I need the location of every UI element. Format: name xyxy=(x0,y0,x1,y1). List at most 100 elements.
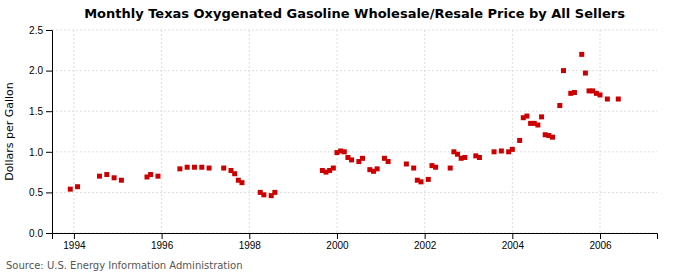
grid-line-x xyxy=(73,30,74,233)
point xyxy=(539,114,544,119)
y-tick-label: 1.0 xyxy=(29,147,43,158)
point xyxy=(524,114,529,119)
point xyxy=(572,90,577,95)
point xyxy=(239,180,244,185)
point xyxy=(192,165,197,170)
point xyxy=(419,179,424,184)
point xyxy=(375,166,380,171)
point xyxy=(433,165,438,170)
grid-line-x xyxy=(336,30,337,233)
title: Monthly Texas Oxygenated Gasoline Wholes… xyxy=(84,6,625,21)
x-tick-label: 2006 xyxy=(589,240,612,251)
chart-root: 1994 1996 1998 2000 2002 2004 2006 0.0 0.5 1.0 1.5… xyxy=(0,0,675,275)
y-axis: 0.0 0.5 1.0 1.5 2.0 2.5 xyxy=(29,25,52,239)
y-tick: 1.5 xyxy=(29,106,52,117)
y-tick: 2.0 xyxy=(29,65,52,76)
point xyxy=(598,92,603,97)
grid-line-x xyxy=(161,30,162,233)
y-tick-mark xyxy=(46,192,52,193)
point xyxy=(177,166,182,171)
grid-line-y xyxy=(52,70,657,71)
y-tick-label: 1.5 xyxy=(29,106,43,117)
x-tick-label: 1994 xyxy=(63,240,86,251)
point xyxy=(199,165,204,170)
y-tick-mark xyxy=(46,152,52,153)
y-tick-mark xyxy=(46,233,52,234)
x-axis-line xyxy=(53,234,658,240)
point xyxy=(349,157,354,162)
point xyxy=(331,166,336,171)
x-tick: 1998 xyxy=(239,233,262,251)
point xyxy=(517,138,522,143)
grid xyxy=(52,30,657,233)
x-tick-label: 2002 xyxy=(414,240,437,251)
x-tick: 2004 xyxy=(502,233,525,251)
x-tick: 1994 xyxy=(63,233,86,251)
point xyxy=(579,52,584,57)
y-tick-mark xyxy=(46,71,52,72)
point xyxy=(492,149,497,154)
point xyxy=(112,175,117,180)
y-tick-label: 0.5 xyxy=(29,187,43,198)
x-tick-mark xyxy=(337,233,338,239)
point xyxy=(583,71,588,76)
point xyxy=(411,166,416,171)
y-tick: 0.5 xyxy=(29,187,52,198)
grid-line-y xyxy=(52,111,657,112)
point xyxy=(148,172,153,177)
point xyxy=(404,161,409,166)
x-tick: 2000 xyxy=(326,233,349,251)
point xyxy=(557,103,562,108)
x-tick: 2002 xyxy=(414,233,437,251)
y-tick-label: 2.0 xyxy=(29,65,43,76)
x-tick-mark xyxy=(249,233,250,239)
x-tick: 2006 xyxy=(589,233,612,251)
point xyxy=(207,166,212,171)
point xyxy=(185,165,190,170)
source-note: Source: U.S. Energy Information Administ… xyxy=(6,260,243,271)
y-axis-line xyxy=(46,31,53,234)
x-tick-mark xyxy=(74,233,75,239)
point xyxy=(510,147,515,152)
x-tick-mark xyxy=(512,233,513,239)
point xyxy=(261,192,266,197)
point xyxy=(605,97,610,102)
plot-area: 1994 1996 1998 2000 2002 2004 2006 0.0 0.5 1.0 1.5… xyxy=(29,25,657,251)
point xyxy=(342,149,347,154)
point xyxy=(68,187,73,192)
x-tick-label: 1996 xyxy=(151,240,174,251)
y-tick: 0.0 xyxy=(29,228,52,239)
point xyxy=(448,166,453,171)
point xyxy=(499,148,504,153)
x-tick-label: 2004 xyxy=(502,240,525,251)
x-tick-mark xyxy=(162,233,163,239)
y-tick: 2.5 xyxy=(29,25,52,36)
x-tick-label: 1998 xyxy=(239,240,262,251)
x-tick: 1996 xyxy=(151,233,174,251)
point xyxy=(386,159,391,164)
point xyxy=(232,171,237,176)
grid-line-x xyxy=(600,30,601,233)
x-axis: 1994 1996 1998 2000 2002 2004 2006 xyxy=(53,233,658,251)
y-tick-label: 2.5 xyxy=(29,25,43,36)
point xyxy=(104,172,109,177)
grid-line-x xyxy=(512,30,513,233)
y-tick: 1.0 xyxy=(29,147,52,158)
point xyxy=(426,177,431,182)
x-tick-label: 2000 xyxy=(326,240,349,251)
y-tick-label: 0.0 xyxy=(29,228,43,239)
point xyxy=(155,174,160,179)
x-tick-mark xyxy=(600,233,601,239)
point xyxy=(97,174,102,179)
point xyxy=(477,155,482,160)
y-tick-mark xyxy=(46,111,52,112)
grid-line-y xyxy=(52,151,657,152)
y-tick-mark xyxy=(46,30,52,31)
points xyxy=(68,52,621,198)
grid-line-x xyxy=(249,30,250,233)
point xyxy=(616,97,621,102)
point xyxy=(462,155,467,160)
point xyxy=(272,190,277,195)
point xyxy=(535,123,540,128)
point xyxy=(550,135,555,140)
